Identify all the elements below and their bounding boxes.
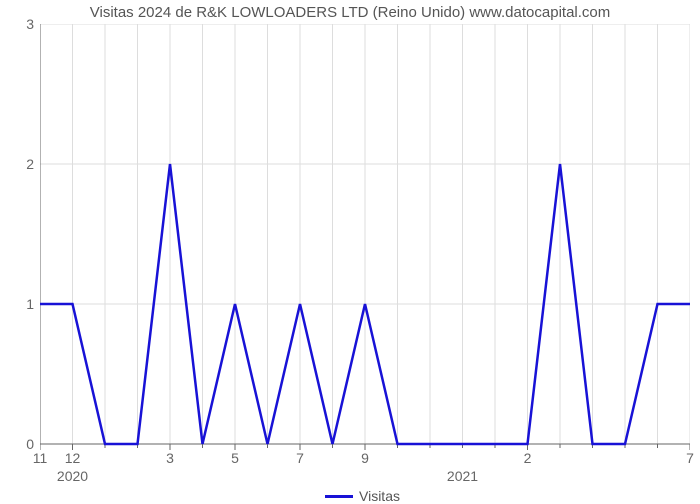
ytick-label: 0 bbox=[4, 436, 34, 452]
xtick-label: 7 bbox=[686, 450, 694, 466]
xtick-label: 11 bbox=[33, 450, 48, 466]
xtick-label: 12 bbox=[65, 450, 81, 466]
xtick-label: 7 bbox=[296, 450, 304, 466]
chart-container: Visitas 2024 de R&K LOWLOADERS LTD (Rein… bbox=[0, 0, 700, 500]
legend-label: Visitas bbox=[359, 488, 400, 504]
chart-plot bbox=[40, 24, 690, 464]
xtick-label: 9 bbox=[361, 450, 369, 466]
ytick-label: 1 bbox=[4, 296, 34, 312]
ytick-label: 2 bbox=[4, 156, 34, 172]
xtick-year-label: 2020 bbox=[57, 468, 88, 484]
xtick-label: 5 bbox=[231, 450, 239, 466]
legend: Visitas bbox=[325, 488, 400, 504]
chart-title: Visitas 2024 de R&K LOWLOADERS LTD (Rein… bbox=[0, 4, 700, 21]
xtick-year-label: 2021 bbox=[447, 468, 478, 484]
xtick-label: 3 bbox=[166, 450, 174, 466]
xtick-label: 2 bbox=[524, 450, 532, 466]
legend-swatch bbox=[325, 495, 353, 498]
ytick-label: 3 bbox=[4, 16, 34, 32]
